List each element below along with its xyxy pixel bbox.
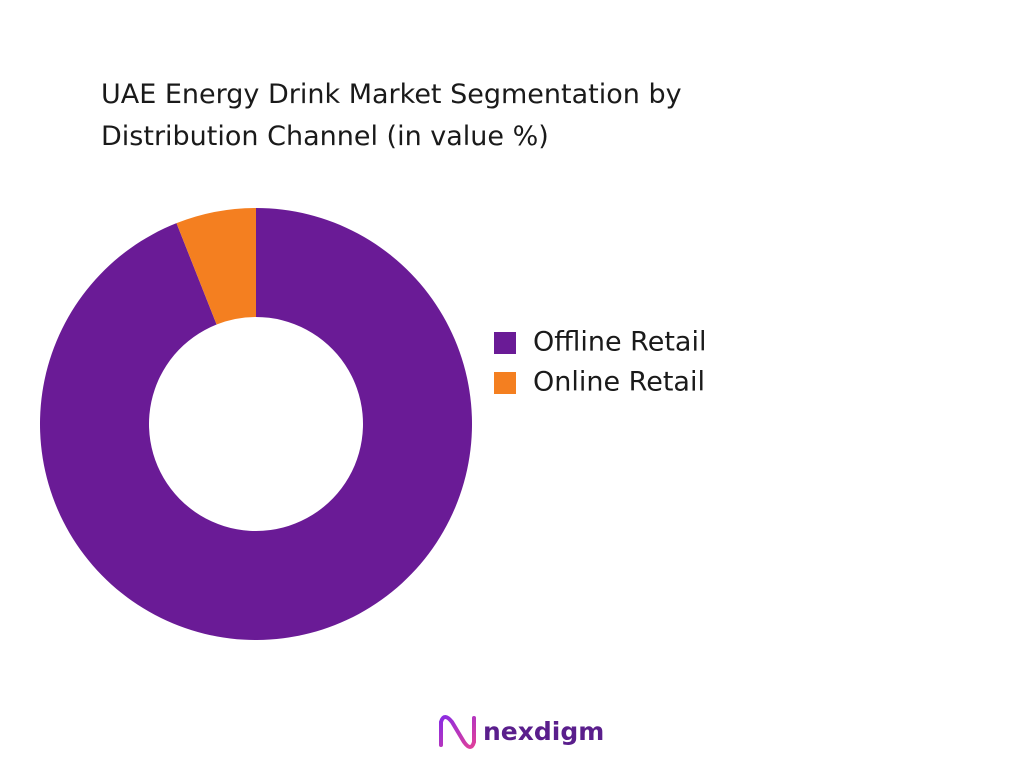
logo: nexdigm — [439, 715, 604, 749]
logo-icon — [439, 715, 476, 749]
donut-slice — [176, 208, 256, 325]
logo-text: nexdigm — [483, 717, 604, 746]
legend-label: Online Retail — [533, 367, 705, 398]
legend-swatch — [494, 372, 516, 394]
chart-title: UAE Energy Drink Market Segmentation by … — [101, 79, 682, 152]
donut-slice — [39, 208, 473, 640]
legend-label: Offline Retail — [533, 327, 706, 358]
legend-swatch — [494, 332, 516, 354]
